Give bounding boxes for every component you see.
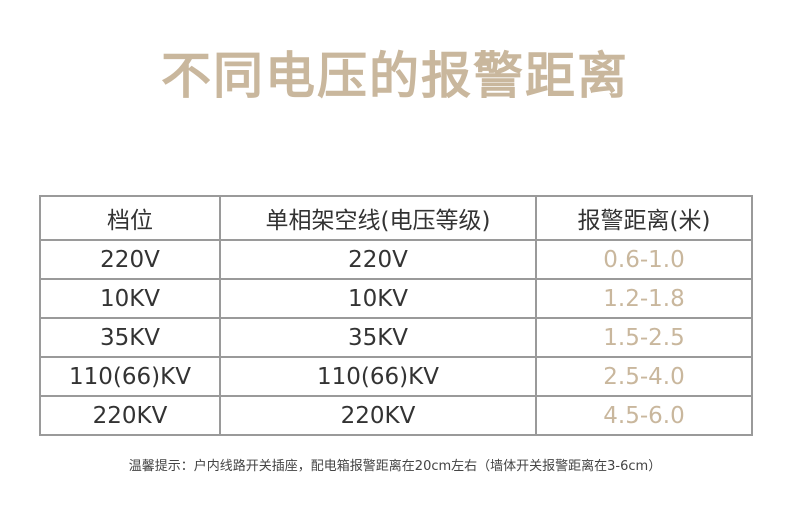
- cell-distance: 1.2-1.8: [535, 278, 753, 319]
- cell-voltage: 10KV: [219, 278, 537, 319]
- header-distance: 报警距离(米): [535, 195, 753, 241]
- cell-voltage: 220KV: [219, 395, 537, 436]
- table-row: 10KV 10KV 1.2-1.8: [39, 278, 753, 319]
- table-header-row: 档位 单相架空线(电压等级) 报警距离(米): [39, 195, 753, 241]
- table-row: 220KV 220KV 4.5-6.0: [39, 395, 753, 436]
- table-row: 35KV 35KV 1.5-2.5: [39, 317, 753, 358]
- table-row: 110(66)KV 110(66)KV 2.5-4.0: [39, 356, 753, 397]
- header-gear: 档位: [39, 195, 221, 241]
- cell-distance: 0.6-1.0: [535, 239, 753, 280]
- cell-distance: 2.5-4.0: [535, 356, 753, 397]
- cell-voltage: 110(66)KV: [219, 356, 537, 397]
- cell-gear: 110(66)KV: [39, 356, 221, 397]
- tip-note: 温馨提示：户内线路开关插座，配电箱报警距离在20cm左右（墙体开关报警距离在3-…: [128, 459, 662, 474]
- cell-voltage: 35KV: [219, 317, 537, 358]
- cell-gear: 10KV: [39, 278, 221, 319]
- table-row: 220V 220V 0.6-1.0: [39, 239, 753, 280]
- cell-gear: 220V: [39, 239, 221, 280]
- cell-distance: 1.5-2.5: [535, 317, 753, 358]
- alarm-distance-table: 档位 单相架空线(电压等级) 报警距离(米) 220V 220V 0.6-1.0…: [39, 195, 753, 436]
- header-voltage: 单相架空线(电压等级): [219, 195, 537, 241]
- cell-gear: 220KV: [39, 395, 221, 436]
- cell-distance: 4.5-6.0: [535, 395, 753, 436]
- cell-gear: 35KV: [39, 317, 221, 358]
- cell-voltage: 220V: [219, 239, 537, 280]
- page-title: 不同电压的报警距离: [161, 47, 629, 105]
